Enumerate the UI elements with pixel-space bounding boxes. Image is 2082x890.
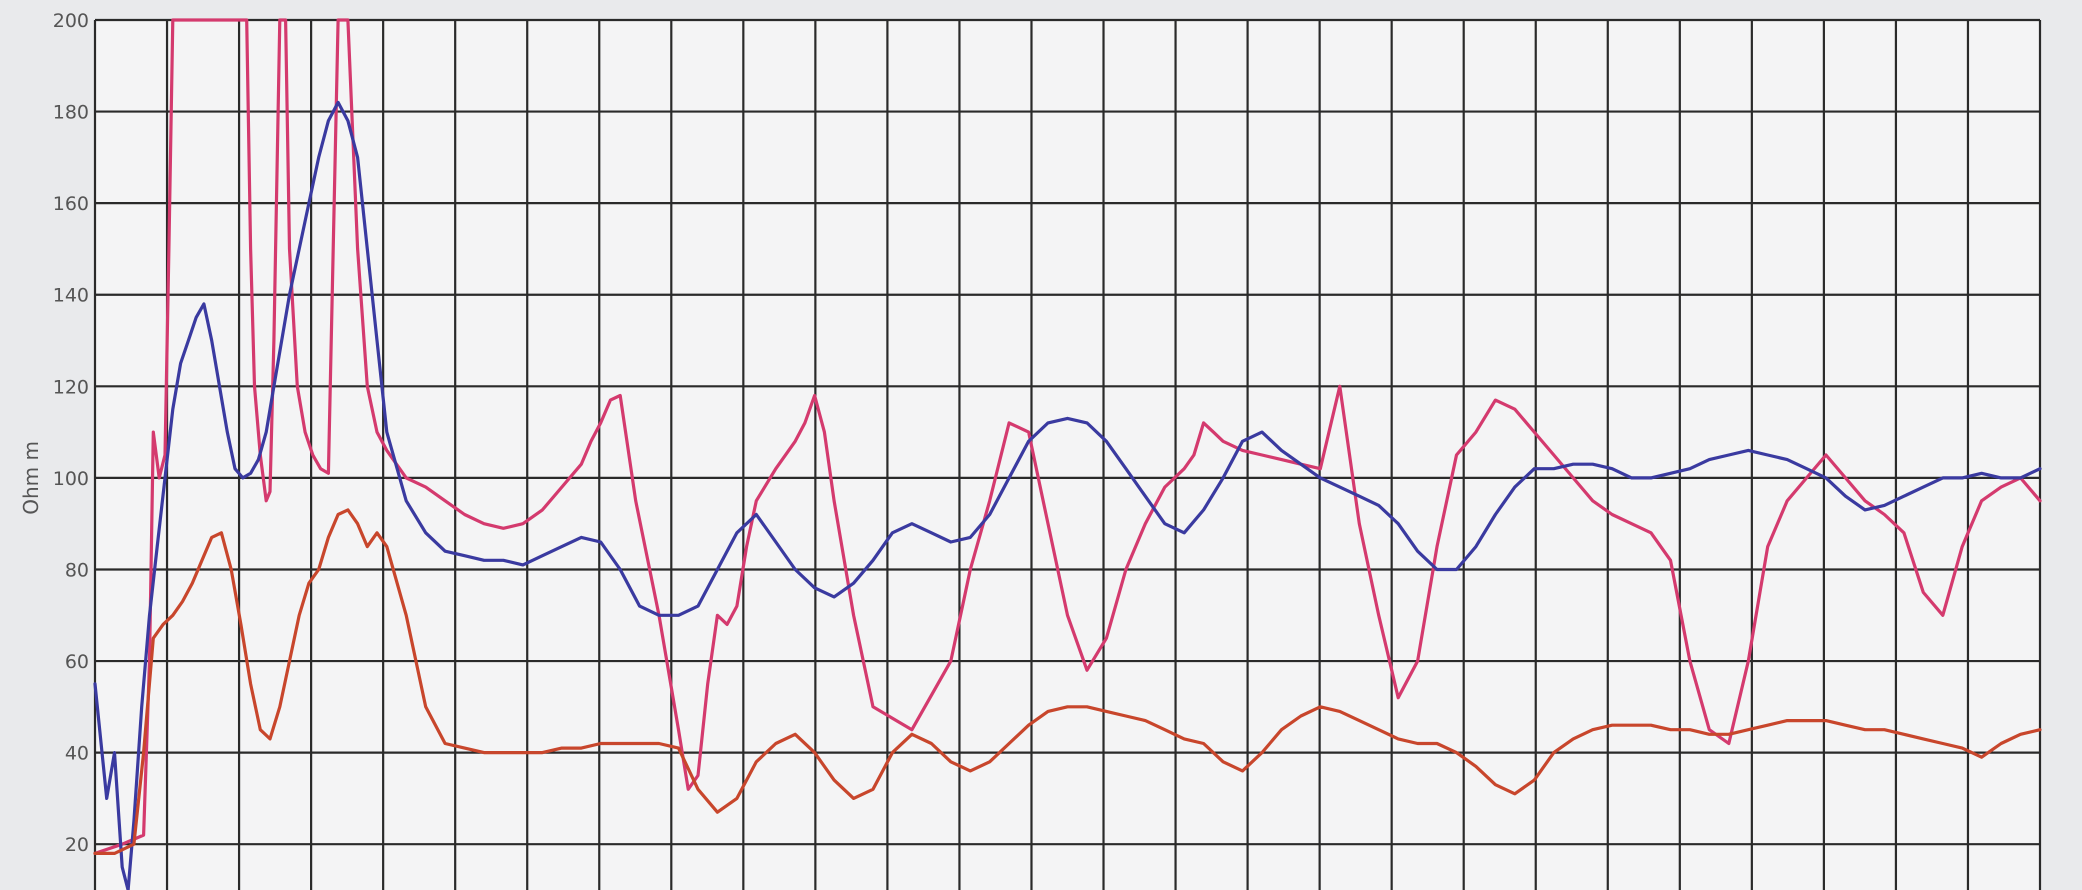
series-line-3: [93, 508, 2042, 856]
series-group: [93, 18, 2042, 890]
y-axis-title: Ohm m: [19, 441, 43, 515]
y-tick-label: 140: [53, 285, 89, 307]
y-tick-label: 40: [65, 743, 89, 765]
grid: [93, 18, 2042, 890]
series-line-2: [93, 100, 2042, 890]
y-tick-label: 20: [65, 834, 89, 856]
series-line-1: [93, 18, 2042, 856]
y-tick-label: 60: [65, 651, 89, 673]
y-tick-label: 120: [53, 376, 89, 398]
y-tick-label: 160: [53, 193, 89, 215]
y-tick-label: 80: [65, 559, 89, 581]
plot-area: [95, 20, 2040, 890]
y-tick-label: 100: [53, 468, 89, 490]
y-tick-label: 180: [53, 102, 89, 124]
y-axis-ticks: 20 40 60 80 100 120 140 160 180 200: [53, 10, 89, 856]
y-tick-label: 200: [53, 10, 89, 32]
